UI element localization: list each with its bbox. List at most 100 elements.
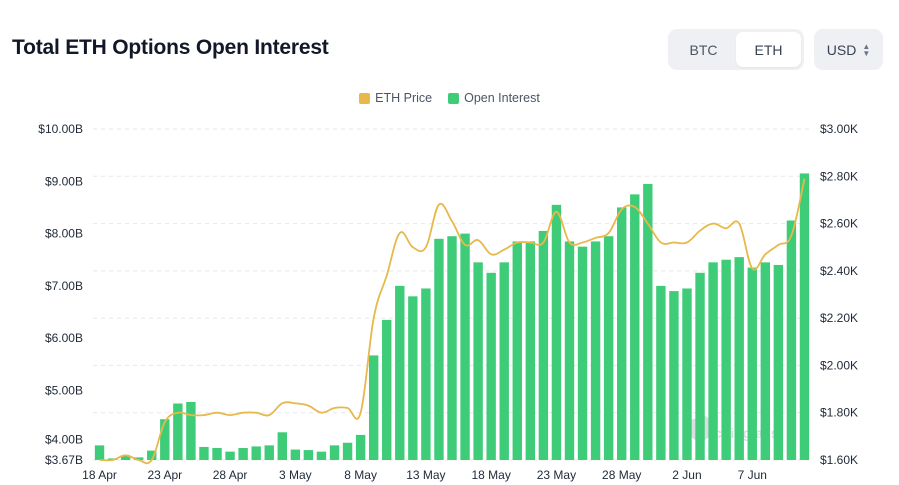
oi-bar-19 xyxy=(342,442,353,460)
open-interest-bars xyxy=(94,173,810,460)
right-tick-label-2: $2.00K xyxy=(820,358,858,372)
x-tick-label-7: 23 May xyxy=(537,468,576,482)
oi-bar-43 xyxy=(656,285,666,460)
legend-item-open-interest[interactable]: Open Interest xyxy=(448,91,540,105)
left-tick-label-0: $3.67B xyxy=(45,453,83,467)
chart-legend: ETH Price Open Interest xyxy=(0,91,899,105)
oi-bar-31 xyxy=(499,262,509,460)
left-tick-label-4: $7.00B xyxy=(45,279,83,293)
legend-label-open-interest: Open Interest xyxy=(464,91,540,105)
oi-bar-27 xyxy=(447,236,457,460)
oi-bar-12 xyxy=(251,446,261,460)
left-axis-ticks: $3.67B $4.00B $5.00B $6.00B $7.00B $8.00B $9.0… xyxy=(38,122,83,467)
oi-bar-13 xyxy=(264,445,274,460)
right-tick-label-7: $3.00K xyxy=(820,122,858,136)
oi-bar-32 xyxy=(512,241,522,460)
right-tick-label-5: $2.60K xyxy=(820,217,858,231)
oi-bar-7 xyxy=(186,401,196,460)
left-tick-label-7: $10.00B xyxy=(38,122,83,136)
legend-item-eth-price[interactable]: ETH Price xyxy=(359,91,432,105)
oi-bar-37 xyxy=(577,246,588,460)
page-title: Total ETH Options Open Interest xyxy=(12,36,329,59)
left-tick-label-3: $6.00B xyxy=(45,331,83,345)
oi-bar-5 xyxy=(160,419,170,460)
right-tick-label-0: $1.60K xyxy=(820,453,858,467)
right-tick-label-4: $2.40K xyxy=(820,264,858,278)
oi-bar-28 xyxy=(460,233,470,460)
oi-bar-52 xyxy=(773,264,784,460)
oi-bar-2 xyxy=(120,455,131,460)
oi-bar-35 xyxy=(551,204,562,460)
oi-bar-40 xyxy=(617,207,627,460)
oi-bar-23 xyxy=(395,285,405,460)
oi-bar-18 xyxy=(329,445,340,460)
oi-bar-33 xyxy=(525,241,536,460)
oi-bar-29 xyxy=(473,262,483,460)
oi-bar-44 xyxy=(669,291,679,460)
oi-bar-9 xyxy=(212,447,222,460)
oi-bar-45 xyxy=(682,288,692,460)
oi-bar-10 xyxy=(225,451,235,460)
oi-bar-36 xyxy=(564,241,575,460)
oi-bar-21 xyxy=(368,355,379,460)
right-axis-ticks: $1.60K $1.80K $2.00K $2.20K $2.40K $2.60K $2.8… xyxy=(820,122,858,467)
oi-bar-42 xyxy=(643,183,653,460)
oi-bar-15 xyxy=(290,449,301,460)
oi-bar-8 xyxy=(199,446,209,460)
oi-bar-34 xyxy=(538,230,549,460)
oi-bar-47 xyxy=(708,262,718,460)
oi-bar-38 xyxy=(590,241,601,460)
oi-bar-25 xyxy=(421,288,431,460)
x-tick-label-10: 7 Jun xyxy=(738,468,767,482)
x-tick-label-4: 8 May xyxy=(344,468,377,482)
currency-value: USD xyxy=(826,41,857,58)
legend-swatch-eth-price xyxy=(359,92,371,104)
oi-bar-3 xyxy=(133,457,144,460)
left-tick-label-5: $8.00B xyxy=(45,227,83,241)
x-tick-label-1: 23 Apr xyxy=(147,468,182,482)
right-tick-label-6: $2.80K xyxy=(820,169,858,183)
oi-bar-53 xyxy=(786,220,797,460)
eth-tab[interactable]: ETH xyxy=(736,32,801,67)
oi-bar-20 xyxy=(355,434,366,460)
x-tick-label-3: 3 May xyxy=(279,468,312,482)
currency-select[interactable]: USD ▲ ▼ xyxy=(814,29,883,70)
oi-bar-51 xyxy=(760,262,771,460)
left-tick-label-1: $4.00B xyxy=(45,433,83,447)
eth-price-line xyxy=(99,178,806,465)
oi-bar-6 xyxy=(173,403,183,460)
oi-bar-48 xyxy=(721,259,731,460)
oi-bar-24 xyxy=(408,296,418,460)
oi-bar-14 xyxy=(277,432,287,460)
x-axis-ticks: 18 Apr 23 Apr 28 Apr 3 May 8 May 13 May 18 May… xyxy=(82,468,767,482)
x-tick-label-6: 18 May xyxy=(471,468,510,482)
oi-bar-17 xyxy=(316,451,327,460)
x-tick-label-5: 13 May xyxy=(406,468,445,482)
left-tick-label-2: $5.00B xyxy=(45,383,83,397)
oi-bar-46 xyxy=(695,272,705,460)
oi-bar-4 xyxy=(147,450,157,460)
x-tick-label-0: 18 Apr xyxy=(82,468,117,482)
x-tick-label-2: 28 Apr xyxy=(213,468,248,482)
oi-bar-41 xyxy=(630,194,640,460)
btc-tab[interactable]: BTC xyxy=(689,41,718,58)
chevron-updown-icon: ▲ ▼ xyxy=(862,41,871,58)
right-tick-label-1: $1.80K xyxy=(820,406,858,420)
x-tick-label-9: 2 Jun xyxy=(672,468,701,482)
left-tick-label-6: $9.00B xyxy=(45,174,83,188)
oi-bar-11 xyxy=(238,447,248,460)
legend-swatch-open-interest xyxy=(448,92,460,104)
oi-bar-54 xyxy=(799,173,810,460)
oi-bar-16 xyxy=(303,450,314,460)
oi-bar-0 xyxy=(94,445,105,460)
oi-bar-49 xyxy=(734,257,744,460)
x-tick-label-8: 28 May xyxy=(602,468,641,482)
right-tick-label-3: $2.20K xyxy=(820,311,858,325)
oi-bar-26 xyxy=(434,238,444,460)
asset-toggle: BTC ETH xyxy=(668,29,804,70)
oi-bar-30 xyxy=(486,272,496,460)
oi-bar-39 xyxy=(603,236,614,460)
oi-bar-22 xyxy=(382,319,392,460)
legend-label-eth-price: ETH Price xyxy=(375,91,433,105)
